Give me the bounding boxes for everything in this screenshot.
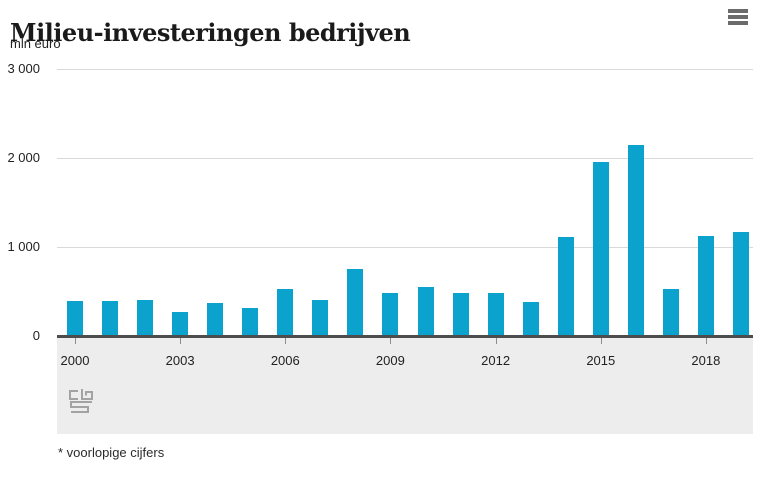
bar-2005[interactable] <box>242 307 259 336</box>
bar-2012[interactable] <box>487 292 504 336</box>
hamburger-menu-icon <box>728 9 748 13</box>
x-tick-label: 2009 <box>375 353 405 368</box>
x-tick-2006 <box>285 338 287 344</box>
bar-2004[interactable] <box>207 302 224 336</box>
chart-title: Milieu-investeringen bedrijven <box>10 18 411 48</box>
bar-2003[interactable] <box>172 312 189 336</box>
x-tick-2003 <box>180 338 182 344</box>
bar-2001[interactable] <box>102 300 118 336</box>
bar-2018[interactable] <box>697 236 714 336</box>
bar-2017[interactable] <box>662 288 679 336</box>
gridline-2000 <box>57 158 753 159</box>
footnote: * voorlopige cijfers <box>58 445 165 460</box>
bar-2009[interactable] <box>382 293 399 336</box>
x-tick-2015 <box>600 338 602 344</box>
y-tick-label: 3 000 <box>7 61 40 76</box>
bar-2006[interactable] <box>277 288 294 336</box>
x-tick-2000 <box>75 338 76 344</box>
x-tick-label: 2018 <box>691 353 721 368</box>
hamburger-menu-icon <box>728 21 748 25</box>
cbs-logo-c <box>69 390 78 400</box>
bar-2016[interactable] <box>627 144 644 336</box>
y-tick-label: 0 <box>32 328 40 343</box>
cbs-logo-b <box>81 389 93 400</box>
x-tick-label: 2015 <box>586 353 616 368</box>
x-axis-line <box>57 335 753 338</box>
gridline-3000 <box>57 69 753 70</box>
y-tick-label: 2 000 <box>7 150 40 165</box>
y-tick-label: 1 000 <box>7 239 40 254</box>
x-tick-label: 2003 <box>165 353 195 368</box>
hamburger-menu-button[interactable] <box>728 9 748 25</box>
y-axis-unit-label: mln euro <box>10 36 61 51</box>
x-tick-label: 2012 <box>481 353 511 368</box>
gridline-1000 <box>57 247 753 248</box>
bar-2007[interactable] <box>312 299 329 336</box>
bar-2010[interactable] <box>417 286 434 336</box>
x-tick-2009 <box>390 338 392 344</box>
cbs-logo-s <box>70 401 92 413</box>
hamburger-menu-icon <box>728 15 748 19</box>
bar-2008[interactable] <box>347 269 364 337</box>
cbs-logo <box>69 389 93 413</box>
bar-2015[interactable] <box>592 161 609 336</box>
bar-2019[interactable] <box>732 231 749 336</box>
bar-2013[interactable] <box>522 301 539 336</box>
x-tick-2012 <box>495 338 497 344</box>
bar-2011[interactable] <box>452 293 469 336</box>
x-tick-label: 2006 <box>270 353 300 368</box>
x-tick-label: 2000 <box>60 353 90 368</box>
x-tick-2018 <box>705 338 707 344</box>
bar-2000[interactable] <box>67 301 83 336</box>
bar-2002[interactable] <box>137 299 154 336</box>
x-axis-band: 2000 2003 2006 2009 2012 2015 2018 <box>57 338 753 434</box>
bar-2014[interactable] <box>557 237 574 336</box>
